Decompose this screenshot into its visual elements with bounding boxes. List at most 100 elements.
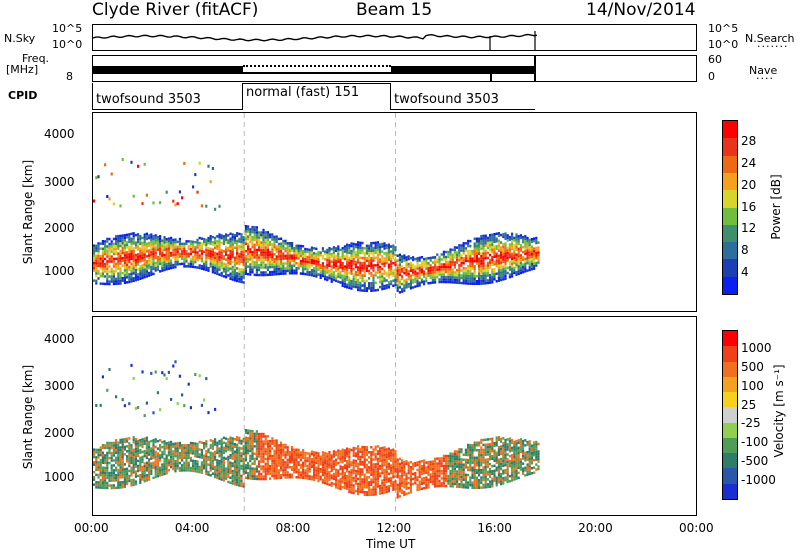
echo-cell bbox=[145, 237, 148, 241]
echo-cell bbox=[513, 256, 516, 260]
echo-cell bbox=[447, 250, 450, 254]
echo-cell bbox=[403, 254, 406, 257]
echo-cell bbox=[524, 257, 527, 261]
echo-cell bbox=[453, 271, 456, 274]
echo-cell bbox=[253, 477, 256, 481]
echo-cell bbox=[156, 268, 159, 271]
echo-cell bbox=[458, 269, 461, 272]
echo-cell bbox=[396, 269, 399, 272]
echo-cell bbox=[295, 269, 298, 272]
echo-cell bbox=[225, 265, 228, 269]
echo-cell bbox=[284, 446, 287, 449]
echo-cell bbox=[126, 467, 129, 471]
echo-cell bbox=[255, 430, 258, 433]
echo-cell bbox=[231, 275, 234, 279]
echo-cell bbox=[537, 241, 540, 244]
echo-cell bbox=[370, 242, 373, 245]
echo-cell bbox=[436, 260, 439, 264]
echo-cell bbox=[249, 230, 252, 234]
echo-cell bbox=[205, 253, 208, 257]
echo-cell bbox=[209, 260, 212, 263]
echo-cell bbox=[137, 447, 140, 450]
echo-cell bbox=[161, 259, 164, 262]
echo-cell bbox=[519, 261, 522, 265]
echo-cell bbox=[390, 451, 393, 455]
echo-cell bbox=[163, 238, 166, 242]
echo-cell bbox=[447, 280, 450, 284]
echo-cell bbox=[302, 454, 305, 457]
echo-cell bbox=[229, 446, 232, 449]
echo-cell bbox=[442, 469, 445, 473]
echo-cell bbox=[249, 459, 252, 463]
echo-cell bbox=[449, 462, 452, 465]
echo-cell bbox=[370, 272, 373, 275]
echo-cell bbox=[244, 476, 247, 479]
echo-cell bbox=[403, 470, 406, 474]
echo-cell bbox=[277, 252, 280, 256]
echo-cell bbox=[262, 435, 265, 438]
echo-cell bbox=[128, 253, 131, 256]
echo-cell bbox=[370, 468, 373, 471]
echo-cell bbox=[522, 235, 525, 239]
echo-cell bbox=[93, 264, 96, 267]
echo-cell bbox=[247, 466, 250, 470]
echo-cell bbox=[227, 473, 230, 476]
echo-cell bbox=[284, 267, 287, 270]
echo-cell bbox=[101, 247, 104, 250]
echo-cell bbox=[123, 445, 126, 449]
echo-cell bbox=[458, 279, 461, 282]
echo-cell bbox=[341, 453, 344, 456]
echo-cell bbox=[99, 272, 102, 275]
echo-cell bbox=[231, 462, 234, 465]
echo-cell bbox=[185, 242, 188, 246]
echo-cell bbox=[427, 262, 430, 265]
echo-cell bbox=[231, 464, 234, 468]
echo-cell bbox=[249, 235, 252, 239]
echo-cell bbox=[280, 260, 283, 263]
echo-cell bbox=[469, 239, 472, 243]
echo-cell bbox=[449, 477, 452, 480]
echo-cell bbox=[150, 255, 153, 259]
echo-cell bbox=[471, 265, 474, 268]
echo-cell bbox=[282, 267, 285, 270]
echo-cell bbox=[493, 238, 496, 241]
echo-cell bbox=[445, 462, 448, 465]
echo-cell bbox=[398, 283, 401, 287]
echo-cell bbox=[242, 460, 245, 463]
echo-cell bbox=[324, 469, 327, 472]
echo-cell bbox=[280, 255, 283, 258]
echo-cell bbox=[115, 240, 118, 243]
echo-cell bbox=[361, 448, 364, 451]
echo-cell bbox=[387, 490, 390, 493]
echo-cell bbox=[227, 460, 230, 464]
echo-cell bbox=[291, 257, 294, 260]
echo-cell bbox=[251, 429, 254, 433]
echo-cell bbox=[522, 250, 525, 254]
echo-cell bbox=[438, 484, 441, 488]
echo-cell bbox=[132, 269, 135, 273]
echo-cell bbox=[368, 468, 371, 472]
echo-cell bbox=[519, 269, 522, 272]
echo-cell bbox=[93, 455, 96, 459]
echo-cell bbox=[185, 240, 188, 243]
echo-cell bbox=[434, 271, 437, 274]
echo-cell bbox=[315, 265, 318, 268]
echo-cell bbox=[416, 259, 419, 263]
echo-cell bbox=[480, 269, 483, 273]
echo-cell bbox=[363, 466, 366, 469]
echo-cell bbox=[229, 441, 232, 444]
echo-cell bbox=[522, 263, 525, 266]
echo-cell bbox=[482, 242, 485, 245]
echo-cell bbox=[467, 277, 470, 280]
power-colorbar bbox=[722, 120, 738, 295]
echo-cell bbox=[242, 482, 245, 486]
echo-cell bbox=[159, 260, 162, 263]
echo-cell bbox=[240, 235, 243, 239]
echo-cell bbox=[185, 469, 188, 472]
echo-cell bbox=[121, 246, 124, 250]
echo-cell bbox=[394, 457, 397, 461]
echo-cell bbox=[110, 444, 113, 447]
echo-cell bbox=[271, 459, 274, 463]
echo-cell bbox=[387, 472, 390, 475]
echo-cell bbox=[112, 257, 115, 261]
